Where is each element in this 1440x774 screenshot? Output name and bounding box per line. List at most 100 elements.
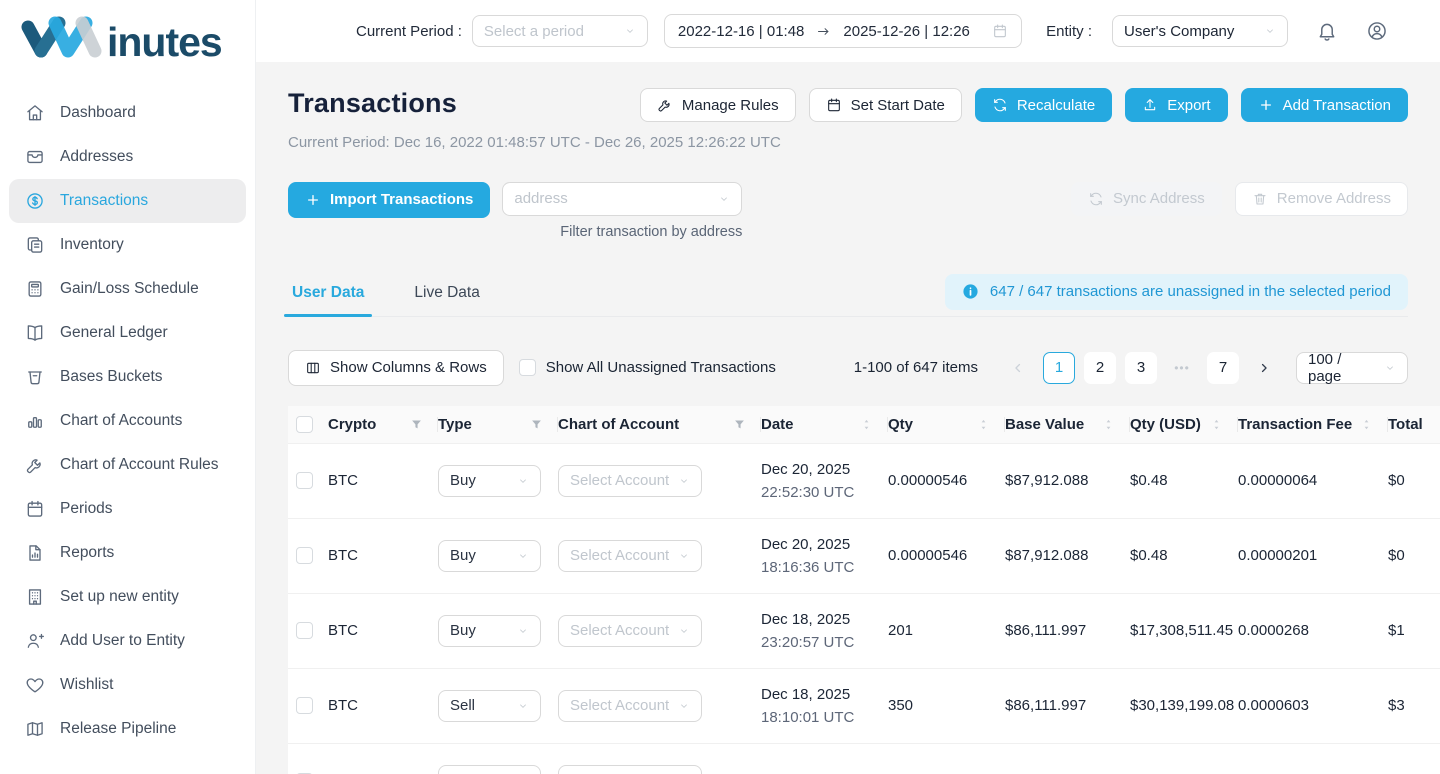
next-page-button[interactable]: [1248, 352, 1280, 384]
sidebar-nav: Dashboard Addresses Transactions Invento…: [0, 79, 255, 751]
copy-icon: [25, 235, 45, 255]
page-button[interactable]: •••: [1166, 352, 1198, 384]
account-select[interactable]: [558, 765, 702, 774]
sidebar-item-reports[interactable]: Reports: [9, 531, 246, 575]
account-select[interactable]: Select Account: [558, 689, 702, 722]
qty-usd-value: $0.48: [1130, 547, 1168, 565]
column-header-base[interactable]: Base Value: [1005, 406, 1130, 443]
date-value: Dec 20, 2025: [761, 460, 851, 478]
import-transactions-button[interactable]: Import Transactions: [288, 181, 491, 218]
column-header-label: Qty: [888, 415, 914, 433]
account-select[interactable]: Select Account: [558, 539, 702, 572]
sidebar-item-label: Add User to Entity: [60, 632, 185, 649]
remove-address-label: Remove Address: [1276, 190, 1391, 208]
date-range-picker[interactable]: 2022-12-16 | 01:48 2025-12-26 | 12:26: [663, 14, 1022, 48]
page-button[interactable]: 3: [1125, 351, 1157, 384]
sidebar: inutes Dashboard Addresses Transactions: [0, 0, 256, 774]
show-all-unassigned-toggle[interactable]: Show All Unassigned Transactions: [518, 359, 776, 377]
type-cell: [438, 765, 558, 774]
fee-value: 0.0000268: [1238, 622, 1309, 640]
prev-page-button[interactable]: [1002, 352, 1034, 384]
period-select[interactable]: Select a period: [471, 15, 648, 47]
qty-value: 350: [888, 697, 914, 715]
tab-user-data[interactable]: User Data: [283, 278, 373, 317]
sync-address-button[interactable]: Sync Address: [1071, 181, 1222, 216]
user-circle-icon[interactable]: [1366, 20, 1388, 42]
account-select[interactable]: Select Account: [558, 464, 702, 497]
sort-icon[interactable]: [1209, 417, 1224, 432]
chevron-down-icon: [1384, 362, 1396, 374]
sidebar-item-gain-loss-schedule[interactable]: Gain/Loss Schedule: [9, 267, 246, 311]
sidebar-item-periods[interactable]: Periods: [9, 487, 246, 531]
sort-icon[interactable]: [976, 417, 991, 432]
pagination: 1 2 3 •••: [1002, 351, 1280, 384]
page-button[interactable]: 2: [1084, 351, 1116, 384]
sidebar-item-chart-of-accounts[interactable]: Chart of Accounts: [9, 399, 246, 443]
export-button[interactable]: Export: [1125, 88, 1228, 122]
filter-icon[interactable]: [732, 417, 747, 432]
remove-address-button[interactable]: Remove Address: [1234, 181, 1408, 216]
row-checkbox[interactable]: [296, 547, 313, 565]
page-size-select[interactable]: 100 / page: [1296, 351, 1408, 385]
column-header-qtyusd[interactable]: Qty (USD): [1130, 406, 1238, 443]
entity-select[interactable]: User's Company: [1112, 15, 1288, 47]
sidebar-item-transactions[interactable]: Transactions: [9, 179, 246, 223]
show-columns-button[interactable]: Show Columns & Rows: [288, 349, 504, 386]
qty-usd-cell: $30,139,199.08: [1130, 697, 1238, 714]
row-checkbox[interactable]: [296, 622, 313, 640]
bell-icon[interactable]: [1316, 20, 1338, 42]
sidebar-item-chart-of-account-rules[interactable]: Chart of Account Rules: [9, 443, 246, 487]
page-button[interactable]: 1: [1043, 351, 1075, 384]
type-select[interactable]: Buy: [438, 464, 541, 497]
add-transaction-button[interactable]: Add Transaction: [1240, 88, 1408, 122]
sidebar-item-bases-buckets[interactable]: Bases Buckets: [9, 355, 246, 399]
address-select[interactable]: address: [502, 181, 743, 216]
transactions-table: Crypto Type Chart of Account: [288, 405, 1440, 774]
app-logo[interactable]: inutes: [0, 0, 255, 79]
filter-icon[interactable]: [529, 417, 544, 432]
bucket-icon: [25, 367, 45, 387]
sidebar-item-wishlist[interactable]: Wishlist: [9, 663, 246, 707]
show-all-unassigned-checkbox[interactable]: [518, 359, 536, 377]
select-all-checkbox[interactable]: [296, 415, 313, 433]
sidebar-item-inventory[interactable]: Inventory: [9, 223, 246, 267]
column-header-crypto[interactable]: Crypto: [328, 406, 438, 443]
column-header-total[interactable]: Total: [1388, 406, 1440, 443]
sidebar-item-addresses[interactable]: Addresses: [9, 135, 246, 179]
fee-cell: 0.00000201: [1238, 547, 1388, 564]
column-header-account[interactable]: Chart of Account: [558, 406, 761, 443]
column-header-fee[interactable]: Transaction Fee: [1238, 406, 1388, 443]
unassigned-banner: 647 / 647 transactions are unassigned in…: [944, 273, 1408, 310]
recalculate-button[interactable]: Recalculate: [974, 88, 1113, 122]
sort-icon[interactable]: [1359, 417, 1374, 432]
chevron-down-icon: [624, 25, 636, 37]
sidebar-item-set-up-new-entity[interactable]: Set up new entity: [9, 575, 246, 619]
date-cell: Dec 20, 2025 22:52:30 UTC: [761, 458, 888, 505]
tab-live-data[interactable]: Live Data: [410, 278, 483, 317]
type-select[interactable]: Sell: [438, 689, 541, 722]
base-value-cell: $87,912.088: [1005, 472, 1130, 489]
manage-rules-button[interactable]: Manage Rules: [639, 88, 796, 122]
row-checkbox[interactable]: [296, 472, 313, 490]
type-select[interactable]: Buy: [438, 614, 541, 647]
row-checkbox[interactable]: [296, 697, 313, 715]
column-header-date[interactable]: Date: [761, 406, 888, 443]
sidebar-item-general-ledger[interactable]: General Ledger: [9, 311, 246, 355]
select-all-cell: [288, 406, 328, 443]
filter-icon[interactable]: [409, 417, 424, 432]
type-select[interactable]: Buy: [438, 539, 541, 572]
column-header-type[interactable]: Type: [438, 406, 558, 443]
type-select[interactable]: [438, 765, 541, 774]
sidebar-item-label: General Ledger: [60, 324, 168, 341]
sort-icon[interactable]: [1101, 417, 1116, 432]
table-body: BTC Buy Select Account: [288, 443, 1440, 774]
set-start-date-button[interactable]: Set Start Date: [808, 88, 962, 122]
sidebar-item-add-user-to-entity[interactable]: Add User to Entity: [9, 619, 246, 663]
sidebar-item-dashboard[interactable]: Dashboard: [9, 91, 246, 135]
page-button[interactable]: 7: [1207, 351, 1239, 384]
sidebar-item-label: Periods: [60, 500, 113, 517]
sort-icon[interactable]: [859, 417, 874, 432]
column-header-qty[interactable]: Qty: [888, 406, 1005, 443]
sidebar-item-release-pipeline[interactable]: Release Pipeline: [9, 707, 246, 751]
account-select[interactable]: Select Account: [558, 614, 702, 647]
